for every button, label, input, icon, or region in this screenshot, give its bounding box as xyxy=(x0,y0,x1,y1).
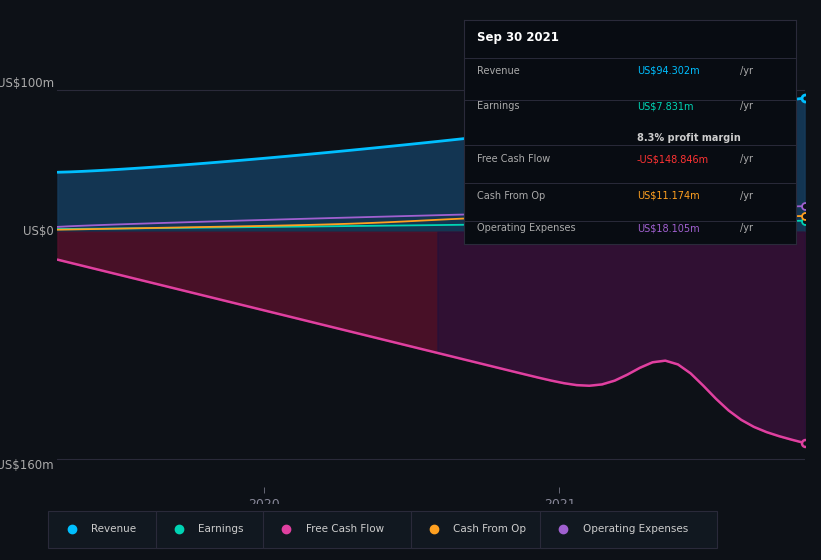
Text: Earnings: Earnings xyxy=(199,524,244,534)
Text: /yr: /yr xyxy=(740,223,753,234)
Text: /yr: /yr xyxy=(740,191,753,201)
Text: Sep 30 2021: Sep 30 2021 xyxy=(477,31,559,44)
Text: US$7.831m: US$7.831m xyxy=(637,101,693,111)
FancyBboxPatch shape xyxy=(410,511,548,548)
Text: US$18.105m: US$18.105m xyxy=(637,223,699,234)
Text: Operating Expenses: Operating Expenses xyxy=(477,223,576,234)
Text: Cash From Op: Cash From Op xyxy=(453,524,526,534)
Text: Earnings: Earnings xyxy=(477,101,520,111)
Text: Operating Expenses: Operating Expenses xyxy=(583,524,688,534)
Text: Cash From Op: Cash From Op xyxy=(477,191,545,201)
Text: /yr: /yr xyxy=(740,154,753,164)
Text: US$100m: US$100m xyxy=(0,77,53,90)
Text: -US$148.846m: -US$148.846m xyxy=(637,154,709,164)
Text: /yr: /yr xyxy=(740,101,753,111)
Text: 8.3% profit margin: 8.3% profit margin xyxy=(637,133,741,143)
Text: -US$160m: -US$160m xyxy=(0,459,53,472)
Text: Free Cash Flow: Free Cash Flow xyxy=(305,524,383,534)
Text: US$94.302m: US$94.302m xyxy=(637,66,699,76)
Text: US$11.174m: US$11.174m xyxy=(637,191,699,201)
FancyBboxPatch shape xyxy=(263,511,418,548)
FancyBboxPatch shape xyxy=(48,511,163,548)
Text: Revenue: Revenue xyxy=(477,66,520,76)
FancyBboxPatch shape xyxy=(156,511,270,548)
Text: /yr: /yr xyxy=(740,66,753,76)
Text: Free Cash Flow: Free Cash Flow xyxy=(477,154,550,164)
Text: US$0: US$0 xyxy=(23,225,53,239)
FancyBboxPatch shape xyxy=(540,511,718,548)
Text: Revenue: Revenue xyxy=(91,524,136,534)
